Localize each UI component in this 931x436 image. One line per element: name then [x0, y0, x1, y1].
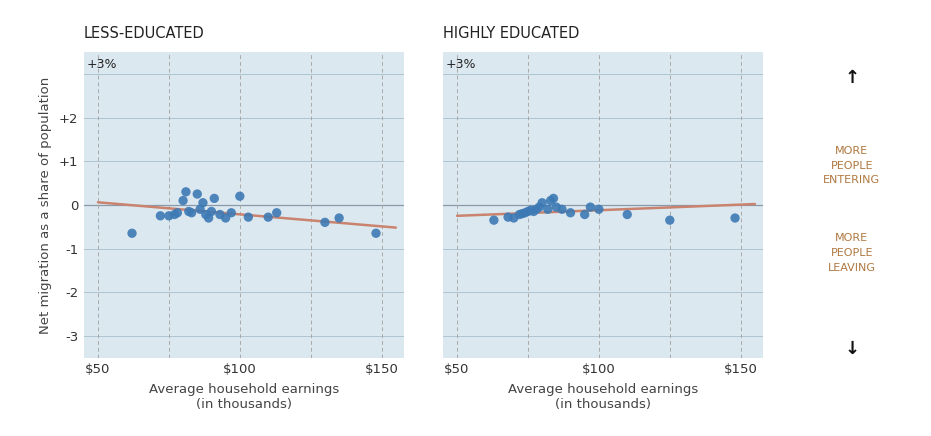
Point	[555, 206, 570, 213]
Point	[583, 204, 598, 211]
Point	[331, 215, 346, 221]
Point	[176, 197, 191, 204]
Point	[269, 209, 284, 216]
Text: MORE
PEOPLE
LEAVING: MORE PEOPLE LEAVING	[828, 233, 876, 272]
Point	[620, 211, 635, 218]
Point	[662, 217, 677, 224]
Point	[523, 207, 538, 214]
X-axis label: Average household earnings
(in thousands): Average household earnings (in thousands…	[508, 383, 698, 411]
Y-axis label: Net migration as a share of population: Net migration as a share of population	[39, 76, 52, 334]
Point	[212, 211, 227, 218]
Text: +3%: +3%	[87, 58, 117, 71]
Text: +3%: +3%	[446, 58, 476, 71]
Point	[317, 219, 332, 226]
Point	[520, 208, 535, 215]
Point	[223, 209, 238, 216]
Text: ↓: ↓	[844, 340, 859, 358]
Point	[512, 211, 527, 218]
Point	[501, 214, 516, 221]
Point	[728, 215, 743, 221]
Point	[196, 199, 210, 206]
Point	[179, 188, 194, 195]
Point	[369, 230, 384, 237]
Text: ↑: ↑	[844, 69, 859, 88]
Point	[168, 211, 182, 218]
Point	[218, 215, 233, 221]
Point	[193, 206, 208, 213]
Point	[577, 211, 592, 218]
Point	[543, 197, 558, 204]
Point	[518, 209, 533, 216]
Point	[529, 206, 544, 213]
Point	[261, 214, 276, 221]
Point	[563, 209, 578, 216]
Point	[198, 211, 213, 218]
Point	[190, 191, 205, 198]
Point	[207, 195, 222, 202]
Point	[233, 193, 248, 200]
Point	[591, 206, 606, 213]
Point	[161, 212, 176, 219]
X-axis label: Average household earnings
(in thousands): Average household earnings (in thousands…	[149, 383, 339, 411]
Point	[546, 195, 561, 202]
Point	[170, 209, 185, 216]
Point	[532, 204, 546, 211]
Text: LESS-EDUCATED: LESS-EDUCATED	[84, 27, 205, 41]
Point	[241, 214, 256, 221]
Point	[153, 212, 168, 219]
Point	[526, 208, 541, 215]
Point	[487, 217, 502, 224]
Point	[184, 209, 199, 216]
Point	[549, 204, 564, 211]
Point	[506, 215, 521, 221]
Point	[201, 215, 216, 221]
Point	[125, 230, 140, 237]
Point	[515, 210, 530, 217]
Point	[182, 208, 196, 215]
Text: HIGHLY EDUCATED: HIGHLY EDUCATED	[443, 27, 579, 41]
Point	[204, 208, 219, 215]
Point	[540, 206, 555, 213]
Point	[534, 199, 549, 206]
Text: MORE
PEOPLE
ENTERING: MORE PEOPLE ENTERING	[823, 146, 881, 185]
